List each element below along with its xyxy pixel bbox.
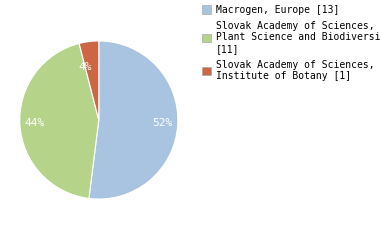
- Wedge shape: [79, 41, 99, 120]
- Text: 4%: 4%: [79, 62, 92, 72]
- Wedge shape: [89, 41, 178, 199]
- Text: 52%: 52%: [152, 118, 173, 128]
- Legend: Macrogen, Europe [13], Slovak Academy of Sciences,
Plant Science and Biodiversit: Macrogen, Europe [13], Slovak Academy of…: [203, 5, 380, 81]
- Text: 44%: 44%: [25, 118, 45, 128]
- Wedge shape: [20, 43, 99, 198]
